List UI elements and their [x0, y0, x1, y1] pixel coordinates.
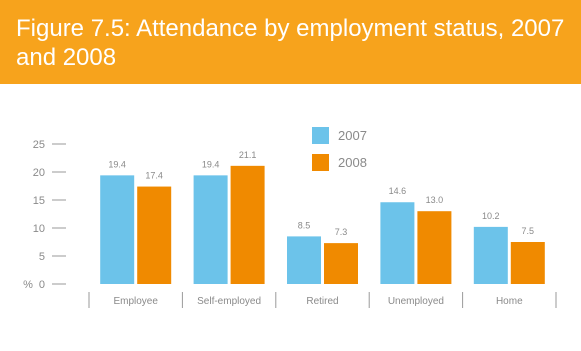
legend-swatch: [312, 127, 329, 144]
x-tick-label: Unemployed: [388, 296, 444, 307]
bar: [473, 226, 508, 284]
bar-value-label: 7.3: [335, 227, 348, 237]
figure-header: Figure 7.5: Attendance by employment sta…: [0, 0, 581, 84]
x-tick-label: Employee: [113, 296, 158, 307]
bar: [510, 242, 545, 284]
legend-label: 2007: [338, 128, 367, 143]
y-tick-label: 5: [39, 251, 45, 263]
legend-swatch: [312, 154, 329, 171]
bar: [137, 186, 172, 284]
x-axis: Employee Self-employed Retired Unemployed Ho…: [88, 292, 557, 308]
bar-value-label: 19.4: [202, 159, 220, 169]
legend-label: 2008: [338, 155, 367, 170]
y-axis-label: %: [23, 279, 33, 291]
bar-value-label: 14.6: [389, 186, 407, 196]
bar: [380, 202, 415, 284]
x-tick-label: Retired: [306, 296, 338, 307]
y-tick-label: 10: [33, 223, 45, 235]
bar-chart: 0 5 10 15 20 25% Employee Self-employed Retired…: [23, 127, 557, 308]
y-axis: 0 5 10 15 20 25%: [23, 139, 66, 291]
bar-value-label: 21.1: [239, 150, 257, 160]
bar-value-label: 8.5: [298, 220, 311, 230]
bar: [193, 175, 228, 284]
legend: 2007 2008: [312, 127, 367, 171]
bar: [417, 211, 452, 284]
bar-value-label: 17.4: [145, 171, 163, 181]
y-tick-label: 20: [33, 167, 45, 179]
x-tick-label: Home: [496, 296, 523, 307]
y-tick-label: 0: [39, 279, 45, 291]
bar: [100, 175, 135, 284]
bar-value-label: 19.4: [108, 159, 126, 169]
bar: [230, 165, 265, 284]
figure-title: Figure 7.5: Attendance by employment sta…: [16, 15, 565, 71]
bar-value-label: 7.5: [522, 226, 535, 236]
bar: [287, 236, 321, 284]
x-tick-label: Self-employed: [197, 296, 261, 307]
bar-value-label: 13.0: [426, 195, 444, 205]
y-tick-label: 25: [33, 139, 45, 151]
bars: 19.4 17.4 19.4 21.1 8.5 7.3 14.6 13.0 10.2 7.5: [100, 150, 545, 284]
bar: [324, 243, 358, 284]
y-tick-label: 15: [33, 195, 45, 207]
bar-value-label: 10.2: [482, 211, 500, 221]
